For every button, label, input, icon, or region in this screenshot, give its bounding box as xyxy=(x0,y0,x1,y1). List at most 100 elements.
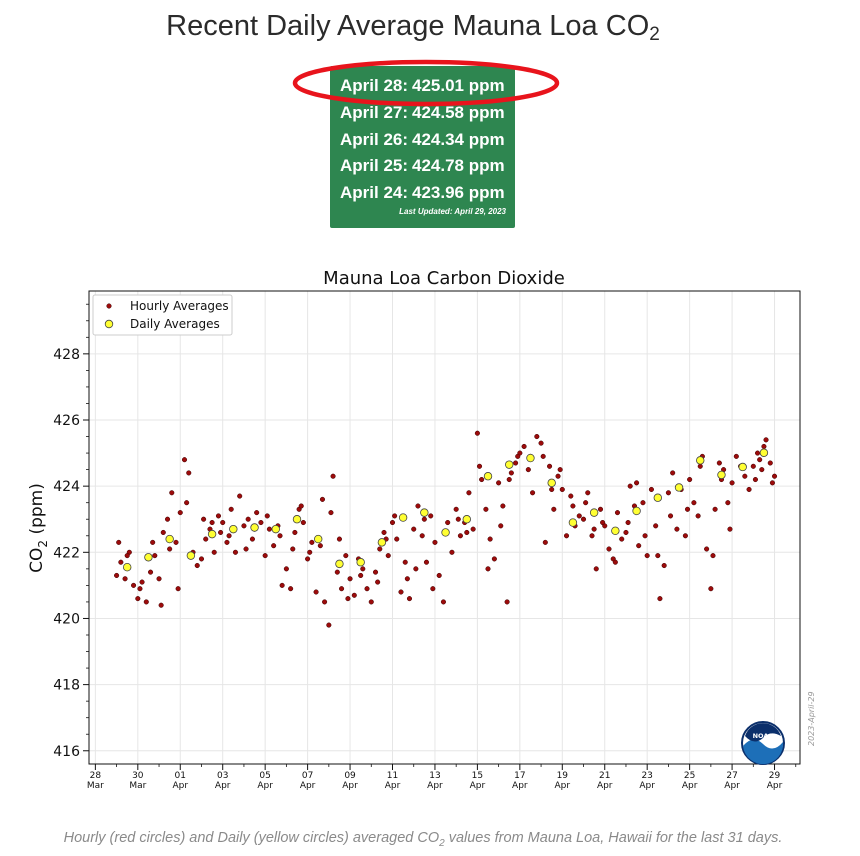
hourly-point xyxy=(485,566,491,572)
x-tick-label-month: Apr xyxy=(342,781,358,791)
hourly-point xyxy=(585,490,591,496)
hourly-point xyxy=(591,526,597,532)
hourly-point xyxy=(521,443,527,450)
hourly-point xyxy=(563,533,570,539)
hourly-point xyxy=(440,599,446,605)
hourly-point xyxy=(661,562,667,569)
x-tick-label-day: 19 xyxy=(557,771,569,781)
daily-point xyxy=(335,559,344,569)
hourly-point xyxy=(648,486,654,493)
hourly-point xyxy=(389,519,396,526)
hourly-point xyxy=(351,592,357,598)
daily-point xyxy=(547,478,556,488)
y-tick-label: 426 xyxy=(53,413,80,429)
hourly-point xyxy=(330,473,336,479)
hourly-point xyxy=(436,572,442,579)
hourly-point xyxy=(506,476,512,483)
daily-series xyxy=(123,448,769,572)
hourly-point xyxy=(547,463,553,469)
hourly-point xyxy=(147,569,154,575)
hourly-point xyxy=(729,480,735,486)
reading-row: April 28: 425.01 ppm xyxy=(340,76,510,96)
hourly-point xyxy=(619,536,625,542)
hourly-point xyxy=(201,516,207,522)
hourly-point xyxy=(614,510,621,516)
y-axis-label: CO2 (ppm) xyxy=(27,483,50,573)
hourly-point xyxy=(697,463,703,469)
plot-frame xyxy=(88,290,801,765)
hourly-point xyxy=(759,467,765,473)
hourly-point xyxy=(402,559,408,565)
hourly-point xyxy=(215,513,222,519)
hourly-point xyxy=(160,529,166,536)
hourly-point xyxy=(665,490,671,496)
hourly-point xyxy=(328,510,334,516)
hourly-point xyxy=(116,539,122,545)
hourly-point xyxy=(674,526,680,532)
hourly-point xyxy=(305,556,311,562)
y-tick-label: 422 xyxy=(53,545,80,561)
hourly-point xyxy=(530,490,536,496)
daily-point xyxy=(674,483,684,492)
hourly-point xyxy=(733,453,739,459)
hourly-point xyxy=(515,453,521,459)
x-tick-label-day: 21 xyxy=(599,771,610,781)
hourly-point xyxy=(309,539,315,545)
daily-point xyxy=(377,538,387,547)
hourly-point xyxy=(423,559,430,565)
recent-readings-panel: April 28: 425.01 ppm April 27: 424.58 ppm … xyxy=(330,66,515,228)
hourly-point xyxy=(415,503,421,509)
hourly-point xyxy=(570,503,576,509)
daily-point xyxy=(123,562,132,572)
hourly-point xyxy=(640,500,646,506)
x-tick-label-day: 23 xyxy=(641,771,652,781)
daily-point xyxy=(356,558,365,567)
reading-row: April 27: 424.58 ppm xyxy=(340,103,510,123)
hourly-point xyxy=(589,533,595,539)
hourly-point xyxy=(232,549,238,555)
daily-point xyxy=(632,506,641,516)
x-tick-label-day: 30 xyxy=(132,771,144,781)
hourly-point xyxy=(464,529,470,536)
hourly-point xyxy=(368,599,374,605)
legend-marker-hourly xyxy=(106,303,112,309)
hourly-point xyxy=(122,576,128,582)
hourly-point xyxy=(568,493,574,499)
x-tick-label-month: Apr xyxy=(724,781,740,791)
hourly-point xyxy=(771,473,778,479)
daily-point xyxy=(653,493,662,502)
hourly-point xyxy=(727,526,733,532)
hourly-point xyxy=(241,523,247,529)
hourly-point xyxy=(593,566,599,572)
hourly-point xyxy=(504,599,510,605)
hourly-point xyxy=(525,467,531,473)
hourly-point xyxy=(186,470,192,476)
noaa-logo: NOAA xyxy=(741,721,785,765)
daily-point xyxy=(483,472,493,481)
hourly-point xyxy=(455,516,461,522)
hourly-point xyxy=(152,553,158,559)
hourly-point xyxy=(347,576,353,582)
y-tick-label: 418 xyxy=(53,678,80,694)
legend: Hourly Averages Daily Averages xyxy=(92,294,233,336)
hourly-point xyxy=(245,516,251,522)
hourly-point xyxy=(385,553,391,559)
x-tick-label-month: Apr xyxy=(300,781,316,791)
hourly-point xyxy=(453,506,459,512)
daily-point xyxy=(250,523,259,532)
x-tick-label-day: 05 xyxy=(259,771,270,781)
hourly-point xyxy=(606,546,612,552)
hourly-point xyxy=(687,476,693,483)
legend-marker-daily xyxy=(104,319,114,329)
hourly-point xyxy=(249,536,255,542)
daily-point xyxy=(462,515,471,524)
hourly-point xyxy=(313,589,319,595)
hourly-point xyxy=(750,463,756,469)
hourly-point xyxy=(298,503,304,509)
hourly-point xyxy=(534,433,540,440)
x-tick-label-month: Apr xyxy=(172,781,188,791)
hourly-point xyxy=(290,546,296,552)
hourly-point xyxy=(761,443,767,450)
red-highlight-ellipse xyxy=(292,59,560,107)
reading-value: 424.34 ppm xyxy=(412,130,505,149)
